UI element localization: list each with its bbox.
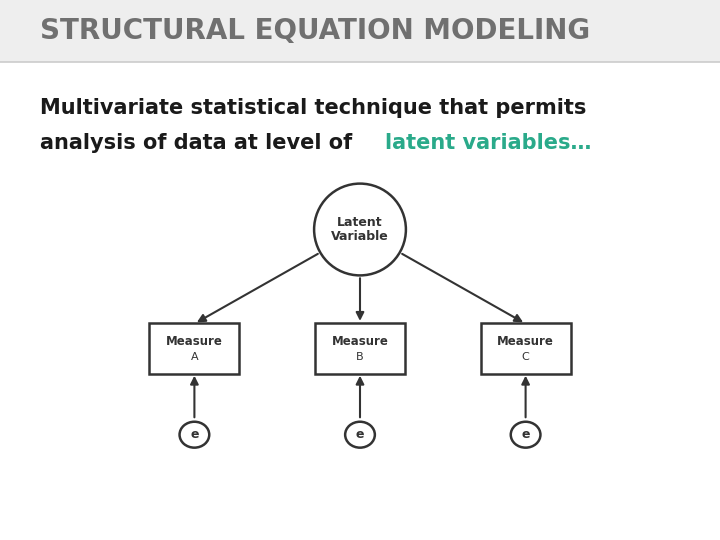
Text: Measure: Measure xyxy=(332,335,388,348)
FancyBboxPatch shape xyxy=(150,322,239,374)
Text: latent variables…: latent variables… xyxy=(385,133,592,153)
Text: Latent
Variable: Latent Variable xyxy=(331,215,389,244)
Text: C: C xyxy=(522,352,529,362)
Text: Measure: Measure xyxy=(166,335,222,348)
Ellipse shape xyxy=(314,184,406,275)
FancyBboxPatch shape xyxy=(0,0,720,62)
FancyBboxPatch shape xyxy=(481,322,571,374)
Ellipse shape xyxy=(179,422,210,448)
Text: STRUCTURAL EQUATION MODELING: STRUCTURAL EQUATION MODELING xyxy=(40,17,590,45)
Text: Measure: Measure xyxy=(498,335,554,348)
Ellipse shape xyxy=(510,422,541,448)
Text: e: e xyxy=(190,428,199,441)
FancyBboxPatch shape xyxy=(315,322,405,374)
Text: e: e xyxy=(356,428,364,441)
Text: analysis of data at level of: analysis of data at level of xyxy=(40,133,359,153)
Text: e: e xyxy=(521,428,530,441)
Text: A: A xyxy=(191,352,198,362)
Text: Multivariate statistical technique that permits: Multivariate statistical technique that … xyxy=(40,98,586,118)
Ellipse shape xyxy=(345,422,375,448)
Text: B: B xyxy=(356,352,364,362)
